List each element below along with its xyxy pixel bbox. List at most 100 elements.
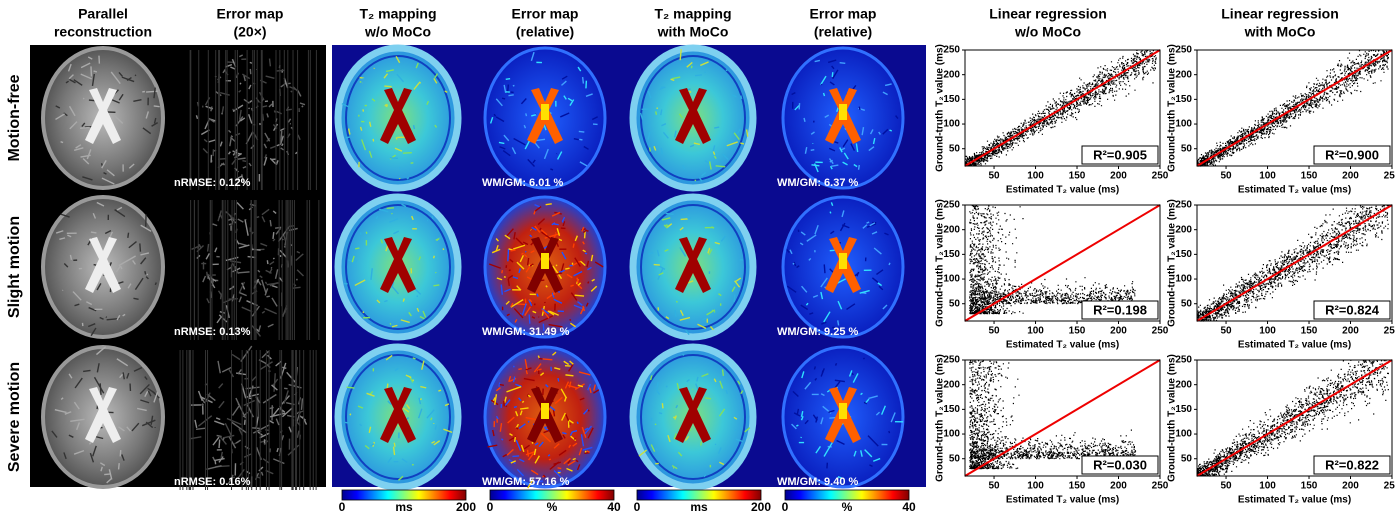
y-tick-label: 100 xyxy=(943,274,960,285)
texture xyxy=(574,139,579,140)
texture xyxy=(506,79,510,80)
texture xyxy=(266,296,269,297)
y-tick-label: 100 xyxy=(1175,274,1192,285)
texture xyxy=(347,387,355,388)
texture xyxy=(384,86,391,87)
y-tick-label: 150 xyxy=(1175,404,1192,415)
x-tick-label: 200 xyxy=(1342,171,1359,182)
x-tick-label: 150 xyxy=(1301,326,1318,337)
texture xyxy=(565,375,573,376)
texture xyxy=(282,144,283,146)
x-tick-label: 50 xyxy=(988,326,1000,337)
texture xyxy=(534,304,535,306)
texture xyxy=(528,258,529,265)
texture xyxy=(104,474,111,475)
texture xyxy=(275,227,281,228)
x-tick-label: 50 xyxy=(988,171,1000,182)
colorbar xyxy=(342,490,466,500)
x-axis-label: Estimated T₂ value (ms) xyxy=(1006,495,1119,506)
texture xyxy=(106,317,107,318)
texture xyxy=(509,270,511,271)
texture xyxy=(387,104,388,107)
y-tick-label: 250 xyxy=(1175,200,1192,211)
texture xyxy=(864,358,865,359)
texture xyxy=(414,125,415,129)
texture xyxy=(579,139,582,140)
texture xyxy=(413,358,416,359)
texture xyxy=(716,166,726,167)
y-axis-label: Ground-truth T₂ value (ms) xyxy=(935,199,946,327)
texture xyxy=(513,85,515,86)
texture xyxy=(821,84,822,85)
colorbar-min: 0 xyxy=(634,500,641,514)
texture xyxy=(570,319,571,320)
texture xyxy=(859,107,860,110)
row-label: Severe motion xyxy=(6,362,23,472)
y-tick-label: 250 xyxy=(1175,355,1192,366)
texture xyxy=(146,91,158,92)
texture xyxy=(145,271,146,274)
texture xyxy=(701,441,702,445)
y-tick-label: 150 xyxy=(1175,94,1192,105)
x-tick-label: 200 xyxy=(1342,326,1359,337)
texture xyxy=(238,272,249,273)
x-tick-label: 150 xyxy=(1069,171,1086,182)
texture xyxy=(528,450,529,457)
texture xyxy=(434,256,435,259)
texture xyxy=(541,104,549,120)
x-tick-label: 100 xyxy=(1027,326,1044,337)
texture xyxy=(529,315,530,324)
texture xyxy=(541,253,549,269)
error-label: WM/GM: 9.25 % xyxy=(777,326,859,338)
texture xyxy=(583,77,584,83)
texture xyxy=(302,398,303,409)
texture xyxy=(541,403,549,419)
texture xyxy=(553,292,554,295)
y-axis-label: Ground-truth T₂ value (ms) xyxy=(935,44,946,172)
colorbar-max: 200 xyxy=(751,500,771,514)
colorbar-min: 0 xyxy=(782,500,789,514)
texture xyxy=(508,95,513,96)
texture xyxy=(513,366,514,368)
texture xyxy=(859,165,860,170)
texture xyxy=(824,264,825,273)
x-axis-label: Estimated T₂ value (ms) xyxy=(1238,495,1351,506)
texture xyxy=(273,232,274,239)
colorbar-max: 40 xyxy=(607,500,621,514)
texture xyxy=(588,410,589,412)
column-header: reconstruction xyxy=(54,24,152,40)
x-tick-label: 150 xyxy=(1301,481,1318,492)
texture xyxy=(526,370,527,374)
error-label: nRMSE: 0.13% xyxy=(174,326,251,338)
x-tick-label: 150 xyxy=(1069,481,1086,492)
texture xyxy=(681,219,688,220)
texture xyxy=(525,251,526,252)
texture xyxy=(836,363,837,365)
texture xyxy=(676,301,677,302)
r2-label: R²=0.822 xyxy=(1325,457,1379,472)
texture xyxy=(120,450,121,456)
x-tick-label: 100 xyxy=(1027,171,1044,182)
texture xyxy=(573,244,574,248)
texture xyxy=(242,161,246,162)
x-tick-label: 150 xyxy=(1069,326,1086,337)
texture xyxy=(438,390,441,391)
column-header: (relative) xyxy=(814,24,872,40)
texture xyxy=(687,218,690,219)
texture xyxy=(656,111,657,114)
texture xyxy=(889,263,890,265)
row-label: Slight motion xyxy=(6,216,23,318)
texture xyxy=(705,398,711,399)
y-tick-label: 100 xyxy=(1175,119,1192,130)
y-tick-label: 250 xyxy=(943,355,960,366)
column-header: Error map xyxy=(217,6,284,22)
colorbar-unit: ms xyxy=(690,500,708,514)
x-tick-label: 50 xyxy=(1220,326,1232,337)
y-tick-label: 200 xyxy=(943,379,960,390)
colorbar-min: 0 xyxy=(339,500,346,514)
texture xyxy=(432,216,433,219)
colorbar xyxy=(785,490,909,500)
texture xyxy=(344,283,348,284)
texture xyxy=(433,285,439,286)
texture xyxy=(291,91,292,92)
